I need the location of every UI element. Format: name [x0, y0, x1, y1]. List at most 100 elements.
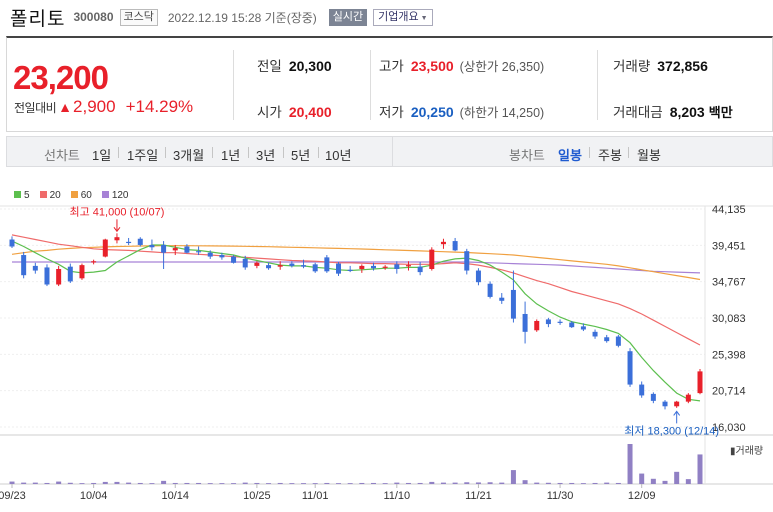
divider [370, 50, 371, 120]
candle-body [219, 255, 225, 258]
divider [118, 147, 119, 158]
y-tick-label: 25,398 [712, 349, 746, 361]
divider [165, 147, 166, 158]
volume-bar [312, 483, 318, 484]
candle-body [196, 251, 202, 253]
volume-bar [604, 482, 610, 484]
tab-5y[interactable]: 5년 [291, 148, 311, 163]
volume-bar [137, 482, 143, 484]
volume-bar [184, 482, 190, 484]
divider [589, 147, 590, 158]
tab-monthly[interactable]: 월봉 [637, 148, 661, 163]
volume-bar [440, 482, 446, 484]
candle-body [347, 269, 353, 271]
quote-datetime: 2022.12.19 15:28 기준(장중) [167, 10, 317, 25]
candle-body [9, 239, 15, 247]
volume-bar [697, 454, 703, 484]
candle-body [266, 265, 272, 269]
upper-limit: (상한가 26,350) [459, 60, 545, 74]
candle-body [79, 265, 85, 279]
volume-bar [172, 482, 178, 484]
y-axis-labels: 44,135 39,451 34,767 30,083 25,398 20,714 16,0… [712, 204, 746, 434]
x-tick-label: 11/01 [302, 490, 329, 502]
volume-bar [126, 482, 132, 484]
volume-bar [301, 483, 307, 484]
candle-body [627, 351, 633, 385]
candle-body [149, 244, 155, 248]
volume-bar [21, 482, 27, 484]
candle-body [254, 262, 260, 266]
volume-bar [56, 481, 62, 484]
x-tick-label: 12/09 [628, 490, 656, 502]
candle-body [126, 241, 132, 244]
volume-bar [219, 483, 225, 484]
y-tick-label: 20,714 [712, 386, 746, 398]
candle-body [382, 266, 388, 268]
stat-unit: 백만 [708, 105, 733, 120]
stat-value: 20,400 [288, 104, 332, 120]
candle-body [370, 265, 376, 269]
candle-body [231, 256, 237, 263]
x-tick-label: 11/30 [547, 490, 574, 502]
tab-daily[interactable]: 일봉 [558, 148, 582, 163]
y-tick-label: 39,451 [712, 240, 746, 252]
tab-weekly[interactable]: 주봉 [598, 148, 622, 163]
low-annotation: 최저 18,300 (12/14) [624, 424, 719, 437]
tab-1y[interactable]: 1년 [221, 148, 241, 163]
stat-label: 거래량 [613, 59, 651, 74]
stat-value: 23,500 [410, 58, 454, 74]
volume-bar [545, 482, 551, 484]
volume-bar [674, 471, 680, 484]
volume-bar [417, 482, 423, 484]
candle-body [405, 265, 411, 267]
candle-body [324, 257, 330, 272]
tab-1d[interactable]: 1일 [92, 148, 112, 163]
volume-bar [452, 482, 458, 484]
ma20-line [11, 234, 701, 346]
volume-bar [685, 479, 691, 484]
y-tick-label: 44,135 [712, 204, 746, 216]
candle-body [429, 249, 435, 269]
high-arrow-head [113, 227, 121, 233]
price-change-row: 전일대비 ▲ 2,900 +14.29% [14, 97, 193, 117]
divider [233, 50, 234, 120]
company-info-button[interactable]: 기업개요 ▼ [373, 8, 433, 26]
candle-body [522, 313, 528, 332]
candle-body [499, 297, 505, 301]
candle-body [67, 266, 73, 282]
tab-10y[interactable]: 10년 [325, 148, 352, 163]
volume-bar [557, 482, 563, 484]
volume-bar [44, 482, 50, 484]
legend-ma5: 5 [14, 190, 30, 201]
volume-bar [347, 483, 353, 484]
candle-body [289, 263, 295, 266]
volume-bar [429, 481, 435, 484]
low-arrow-head [673, 410, 681, 416]
candle-body [662, 401, 668, 407]
market-badge: 코스닥 [119, 8, 158, 26]
high-annotation: 최고 41,000 (10/07) [70, 205, 165, 218]
price-panel: 23,200 전일대비 ▲ 2,900 +14.29% 전일 20,300 시가… [6, 36, 773, 132]
tab-3m[interactable]: 3개월 [173, 148, 205, 163]
volume-bar [394, 482, 400, 484]
moving-averages [11, 234, 701, 402]
volume-bar [67, 482, 73, 484]
tab-3y[interactable]: 3년 [256, 148, 276, 163]
candle-body [615, 336, 621, 346]
candle-body [685, 394, 691, 402]
chart-legend: 5 20 60 120 [14, 190, 129, 201]
candlestick-chart[interactable]: ▮거래량 44,135 39,451 34,767 30,083 25,398 20,71… [0, 186, 773, 512]
tab-1w[interactable]: 1주일 [127, 148, 159, 163]
candle-body [534, 320, 540, 331]
candle-body [242, 258, 248, 268]
realtime-button[interactable]: 실시간 [328, 8, 368, 26]
candle-body [510, 289, 516, 319]
divider [212, 147, 213, 158]
volume-bar [102, 481, 108, 484]
ma5-line [11, 240, 701, 402]
volume-bar [196, 482, 202, 484]
stat-label: 거래대금 [613, 105, 663, 120]
x-tick-label: 10/14 [161, 490, 189, 502]
volume-bar [161, 480, 167, 484]
candle-body [56, 268, 62, 285]
